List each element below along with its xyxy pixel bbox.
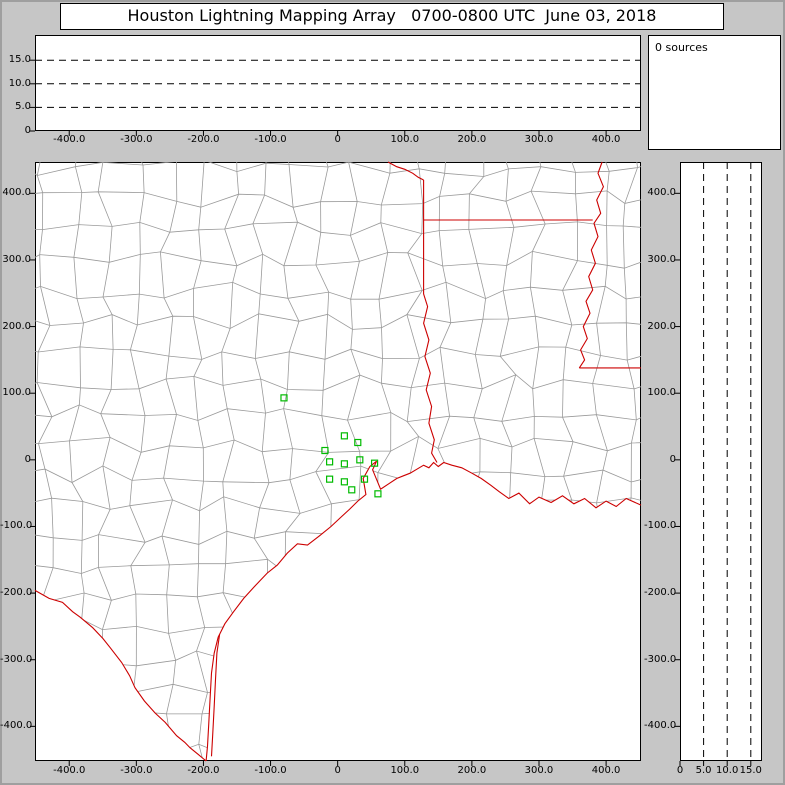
ns-tick-label-map: 300.0 <box>2 253 31 265</box>
altitude-ew-panel[interactable] <box>30 35 641 136</box>
sources-panel: 0 sources <box>648 35 781 150</box>
ns-tick-label-right: -300.0 <box>644 653 677 665</box>
alt-tick-label: 15.0 <box>8 54 31 66</box>
ew-tick-label-top: -200.0 <box>187 134 220 145</box>
ew-tick-label-map: 100.0 <box>390 765 420 776</box>
alt-tick-label-right: 0 <box>676 765 684 776</box>
ew-tick-label-map: -100.0 <box>254 765 287 776</box>
alt-tick-label: 0 <box>24 125 31 136</box>
altitude-ns-panel[interactable] <box>675 162 762 766</box>
ns-tick-label-map: -200.0 <box>0 587 33 599</box>
ew-tick-label-top: 100.0 <box>390 134 420 145</box>
map-canvas <box>30 161 642 766</box>
ns-tick-label-right: 0 <box>669 453 676 465</box>
ew-tick-label-top: 200.0 <box>457 134 487 145</box>
ew-tick-label-top: 300.0 <box>524 134 554 145</box>
alt-tick-label-right: 15.0 <box>739 765 762 776</box>
ns-tick-label-right: 100.0 <box>647 387 676 399</box>
alt-tick-label-right: 10.0 <box>716 765 739 776</box>
ew-tick-label-map: -300.0 <box>120 765 153 776</box>
ew-tick-label-map: 0 <box>334 765 341 776</box>
ns-tick-label-map: 200.0 <box>2 320 31 332</box>
ns-tick-label-map: 400.0 <box>2 187 31 199</box>
lma-station-markers <box>280 394 382 498</box>
alt-tick-label-right: 5.0 <box>695 765 712 776</box>
ew-tick-label-map: 300.0 <box>524 765 554 776</box>
alt-tick-label: 10.0 <box>8 77 31 89</box>
sources-count: 0 sources <box>655 41 708 54</box>
ns-tick-label-map: -400.0 <box>0 720 33 732</box>
map-panel[interactable] <box>30 161 642 766</box>
ns-tick-label-map: -300.0 <box>0 653 33 665</box>
ns-tick-label-right: 300.0 <box>647 253 676 265</box>
ns-tick-label-map: 100.0 <box>2 387 31 399</box>
page-title: Houston Lightning Mapping Array 0700-080… <box>60 3 724 30</box>
ns-tick-label-right: -100.0 <box>644 520 677 532</box>
ew-tick-label-map: 400.0 <box>591 765 621 776</box>
ew-tick-label-map: -400.0 <box>53 765 86 776</box>
altitude-ew-canvas <box>30 59 641 136</box>
ns-tick-label-right: 400.0 <box>647 187 676 199</box>
ns-tick-label-right: -200.0 <box>644 587 677 599</box>
alt-tick-label: 5.0 <box>15 101 31 113</box>
ew-tick-label-top: -100.0 <box>254 134 287 145</box>
ew-tick-label-map: -200.0 <box>187 765 220 776</box>
ns-tick-label-right: 200.0 <box>647 320 676 332</box>
ew-tick-label-top: 0 <box>334 134 341 145</box>
ns-tick-label-right: -400.0 <box>644 720 677 732</box>
ew-tick-label-top: 400.0 <box>591 134 621 145</box>
ns-tick-label-map: 0 <box>24 453 31 465</box>
ew-tick-label-top: -400.0 <box>53 134 86 145</box>
ns-tick-label-map: -100.0 <box>0 520 33 532</box>
altitude-ns-canvas <box>675 162 752 766</box>
ew-tick-label-map: 200.0 <box>457 765 487 776</box>
ew-tick-label-top: -300.0 <box>120 134 153 145</box>
